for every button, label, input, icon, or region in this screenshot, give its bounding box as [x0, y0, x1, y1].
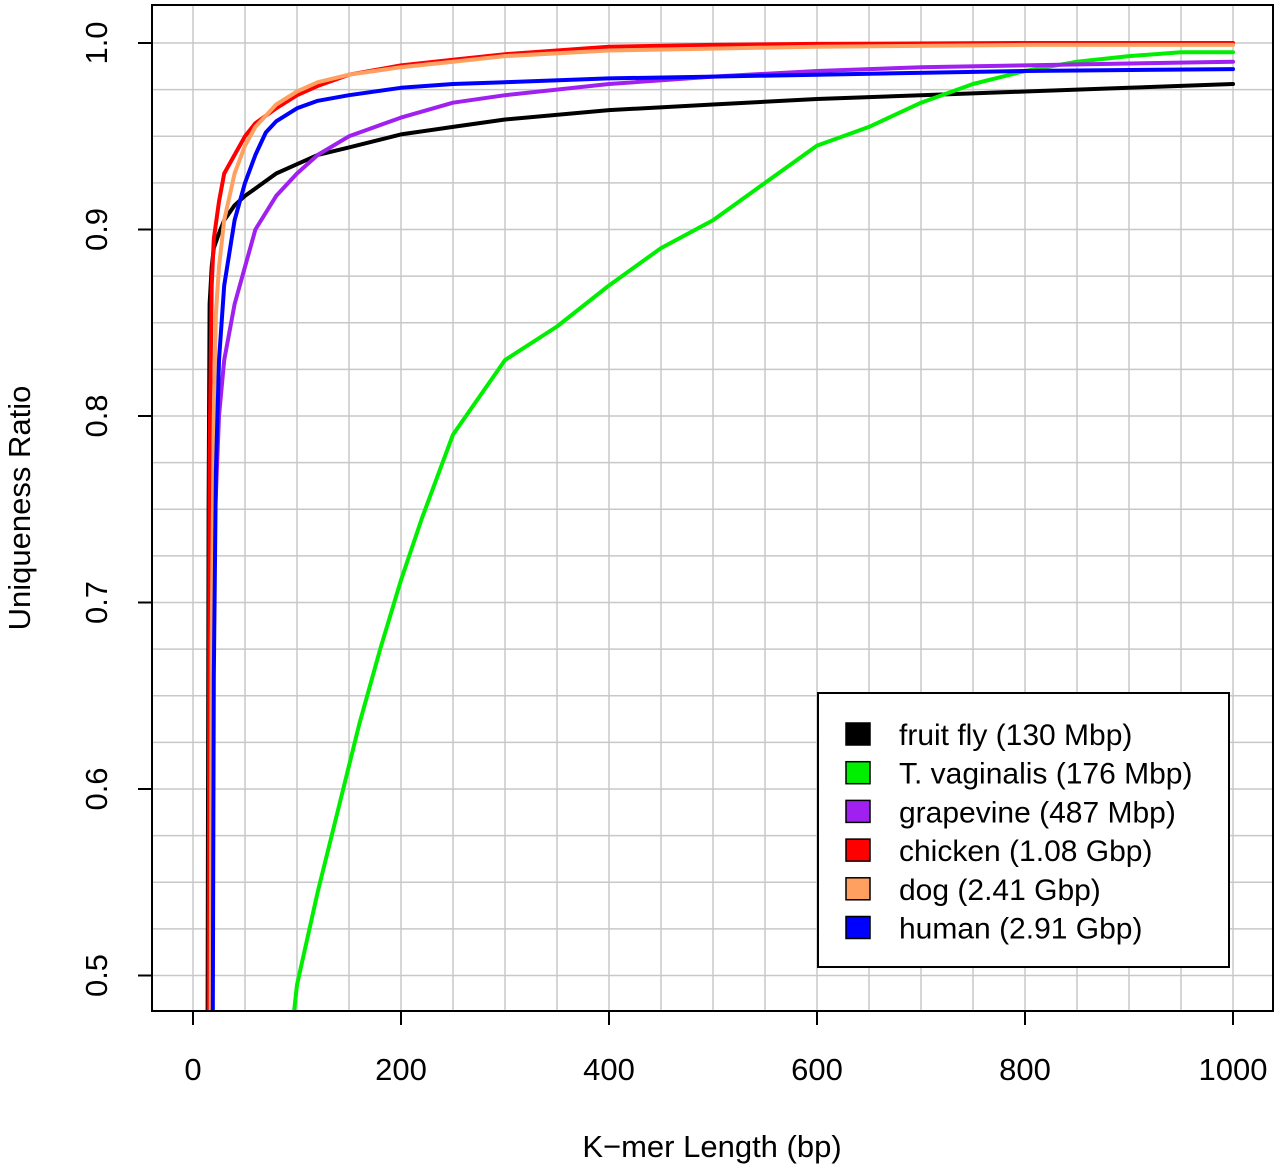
x-axis-title: K−mer Length (bp) [582, 1129, 841, 1164]
x-tick-label: 600 [791, 1052, 843, 1087]
legend-swatch [845, 722, 871, 746]
y-tick-label: 0.9 [79, 208, 114, 251]
y-tick-label: 0.5 [79, 954, 114, 997]
legend-label: grapevine (487 Mbp) [899, 796, 1176, 829]
x-tick-label: 0 [184, 1052, 201, 1087]
legend-label: T. vaginalis (176 Mbp) [899, 758, 1192, 791]
series-line [208, 59, 1235, 1011]
legend-swatch [845, 877, 871, 901]
series-line [206, 41, 1235, 1011]
legend-label: dog (2.41 Gbp) [899, 874, 1101, 907]
legend-label: fruit fly (130 Mbp) [899, 719, 1132, 752]
legend-label: chicken (1.08 Gbp) [899, 835, 1152, 868]
y-tick-label: 0.6 [79, 767, 114, 810]
legend-box [817, 692, 1230, 968]
series-line [210, 67, 1235, 1011]
series-line [208, 42, 1235, 1011]
x-tick-label: 200 [375, 1052, 427, 1087]
y-axis: 0.5 0.6 0.7 0.8 0.9 1.0 [79, 21, 153, 997]
legend-swatch [845, 915, 871, 940]
legend-swatch [845, 838, 871, 862]
x-tick-label: 800 [999, 1052, 1051, 1087]
legend: fruit fly (130 Mbp) T. vaginalis (176 Mbp… [817, 692, 1230, 968]
legend-swatch [845, 799, 871, 824]
y-tick-label: 1.0 [79, 21, 114, 64]
y-axis-title: Uniqueness Ratio [2, 386, 37, 631]
y-tick-label: 0.8 [79, 394, 114, 437]
x-axis: 0 200 400 600 800 1000 [184, 1010, 1268, 1087]
data-series [205, 41, 1235, 1011]
y-tick-label: 0.7 [79, 581, 114, 624]
x-tick-label: 400 [583, 1052, 635, 1087]
legend-swatch [845, 760, 871, 785]
legend-label: human (2.91 Gbp) [899, 913, 1142, 946]
x-tick-label: 1000 [1199, 1052, 1268, 1087]
